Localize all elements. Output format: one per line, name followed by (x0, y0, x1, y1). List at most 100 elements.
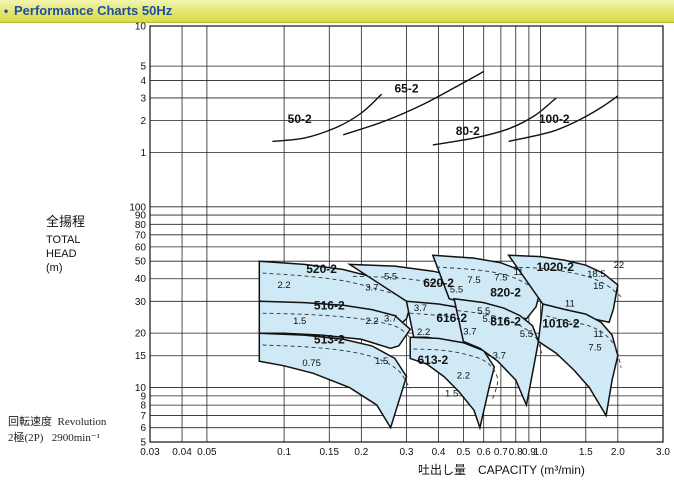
kw-label: 3.7 (365, 282, 378, 293)
model-label-820-2: 820-2 (490, 285, 521, 299)
chart-labels: 50-2 65-2 80-2 100-2 520-2 620-2 820-2 1020-2 51… (278, 81, 625, 399)
curve-50-2 (272, 93, 383, 143)
x-tick-label: 0.04 (172, 447, 192, 458)
kw-label: 5.5 (477, 306, 490, 317)
model-label-80-2: 80-2 (456, 124, 480, 138)
y-tick-label: 3 (140, 93, 146, 104)
y-tick-label: 10 (135, 22, 147, 33)
pump-region-513-2 (258, 332, 408, 430)
kw-label: 1.5 (293, 316, 306, 327)
y-axis-title-jp: 全揚程 (46, 214, 85, 229)
kw-label: 2.2 (365, 316, 378, 327)
y-tick-label: 50 (135, 257, 147, 268)
kw-label: 1.5 (445, 389, 458, 400)
kw-label: 5.5 (483, 314, 496, 325)
kw-label: 1.5 (375, 356, 388, 367)
title-bar: • Performance Charts 50Hz (0, 0, 674, 23)
y-tick-label: 90 (135, 211, 147, 222)
model-label-620-2: 620-2 (423, 276, 454, 290)
x-tick-label: 1.0 (534, 447, 548, 458)
pump-regions (258, 254, 622, 431)
model-label-520-2: 520-2 (306, 262, 337, 276)
kw-boundary-816-2 (457, 310, 543, 354)
model-label-1020-2: 1020-2 (537, 260, 575, 274)
x-tick-label: 3.0 (656, 447, 670, 458)
kw-boundary-1020-2 (511, 266, 622, 298)
y-tick-label: 5 (140, 438, 146, 449)
model-label-100-2: 100-2 (539, 112, 570, 126)
kw-label: 5.5 (450, 285, 463, 296)
y-tick-label: 40 (135, 274, 147, 285)
model-label-613-2: 613-2 (417, 353, 448, 367)
kw-boundary-513-2 (262, 344, 411, 389)
pump-region-1016-2 (537, 303, 619, 418)
y-axis-title-line-3: (m) (46, 262, 63, 274)
x-tick-label: 0.05 (197, 447, 217, 458)
y-axis-title-line-2: HEAD (46, 248, 77, 260)
rpm-value: 2900min⁻¹ (51, 432, 100, 444)
kw-boundary-1016-2 (545, 315, 622, 368)
y-tick-label: 60 (135, 242, 147, 253)
curve-65-2 (342, 70, 485, 136)
x-tick-label: 0.7 (494, 447, 508, 458)
x-tick-label: 0.4 (432, 447, 446, 458)
y-tick-label: 20 (135, 329, 147, 340)
rotation-label: 回転速度 Revolution (8, 413, 106, 429)
y-axis-title-line-1: TOTAL (46, 234, 80, 246)
x-tick-label: 0.3 (400, 447, 414, 458)
pump-region-613-2 (409, 336, 496, 431)
kw-label: 2.2 (417, 327, 430, 338)
kw-boundary-516-2 (262, 312, 414, 342)
kw-boundary-613-2 (413, 348, 499, 400)
kw-label: 3.7 (384, 314, 397, 325)
y-tick-label: 100 (129, 202, 146, 213)
x-axis-title: 吐出し量 CAPACITY (m³/min) (418, 463, 585, 477)
bullet-icon: • (4, 4, 9, 18)
kw-label: 7.5 (494, 273, 507, 284)
rotation-label-en: Revolution (57, 416, 107, 428)
kw-label: 2.2 (457, 371, 470, 382)
kw-label: 11 (593, 329, 603, 340)
curve-100-2 (508, 95, 619, 143)
y-tick-label: 2 (140, 116, 146, 127)
x-tick-label: 0.9 (522, 447, 536, 458)
model-label-513-2: 513-2 (314, 333, 345, 347)
y-tick-label: 4 (140, 76, 146, 87)
x-tick-label: 0.5 (456, 447, 470, 458)
kw-label: 3.7 (493, 350, 506, 361)
speed-label: 2極(2P) 2900min⁻¹ (8, 429, 100, 445)
y-tick-label: 1 (140, 148, 146, 159)
upper-curves (272, 70, 619, 146)
model-label-65-2: 65-2 (394, 81, 418, 95)
kw-label: 0.75 (302, 358, 321, 369)
x-tick-label: 0.2 (354, 447, 368, 458)
x-tick-label: 0.1 (277, 447, 291, 458)
kw-label: 5.5 (520, 329, 533, 340)
plot-frame (149, 25, 664, 443)
y-tick-label: 70 (135, 230, 147, 241)
y-tick-label: 10 (135, 383, 147, 394)
x-tick-label: 1.5 (579, 447, 593, 458)
kw-label: 7.5 (588, 343, 601, 354)
rotation-label-jp: 回転速度 (8, 416, 52, 428)
model-label-816-2: 816-2 (490, 315, 521, 329)
model-label-516-2: 516-2 (314, 299, 345, 313)
kw-label: 15 (593, 281, 604, 292)
y-tick-label: 9 (140, 391, 146, 402)
pump-region-516-2 (258, 300, 412, 350)
kw-label: 3.7 (414, 303, 427, 314)
kw-label: 2.2 (278, 280, 291, 291)
kw-label: 22 (614, 260, 625, 271)
kw-label: 3.7 (463, 326, 476, 337)
kw-label: 18.5 (587, 269, 606, 280)
model-label-616-2: 616-2 (436, 311, 467, 325)
x-tick-label: 2.0 (611, 447, 625, 458)
kw-label: 11 (514, 267, 524, 278)
model-label-1016-2: 1016-2 (542, 316, 580, 330)
kw-label: 7.5 (467, 275, 480, 286)
x-tick-label: 0.03 (140, 447, 160, 458)
kw-label: 11 (565, 299, 575, 310)
page-title: Performance Charts 50Hz (14, 3, 173, 18)
x-tick-label: 0.8 (509, 447, 523, 458)
